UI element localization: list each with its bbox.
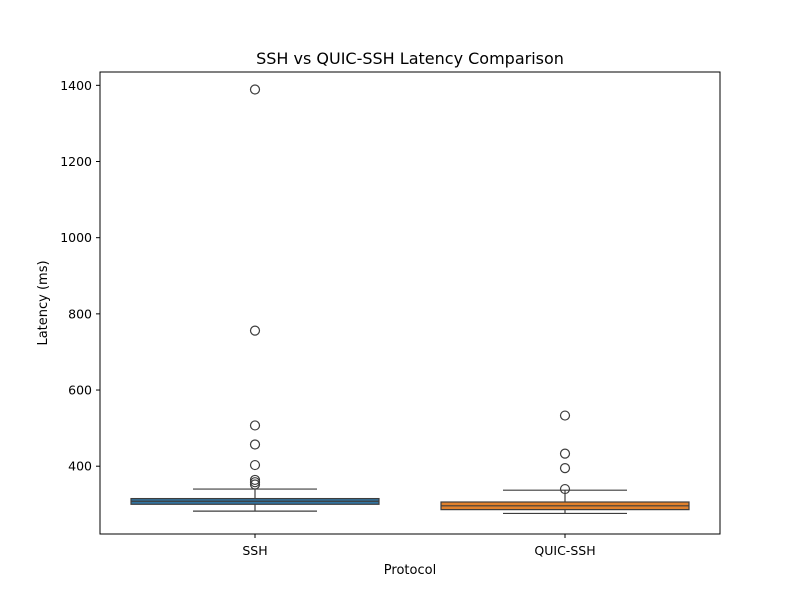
- x-axis-label: Protocol: [384, 563, 436, 578]
- y-tick-label: 600: [68, 383, 92, 398]
- plot-frame: [99, 71, 721, 535]
- y-tick-label: 1200: [60, 154, 92, 169]
- y-tick-label: 1000: [60, 230, 92, 245]
- outlier-point: [249, 439, 261, 450]
- outlier-point: [249, 474, 261, 486]
- outlier-point: [559, 463, 571, 474]
- outlier-point: [559, 410, 571, 421]
- x-tick-label: SSH: [242, 543, 267, 558]
- outlier-point: [249, 459, 261, 471]
- plot-area: 400 600 800 1000 1200 1400 SSH QUIC-SSH: [60, 78, 690, 558]
- outlier-point: [249, 477, 261, 488]
- outlier-point: [249, 84, 261, 95]
- y-tick-label: 1400: [60, 78, 92, 93]
- y-tick-label: 400: [68, 459, 92, 474]
- outlier-point: [249, 420, 261, 431]
- y-tick-label: 800: [68, 306, 92, 321]
- x-tick-label: QUIC-SSH: [534, 543, 595, 558]
- outlier-point: [559, 483, 571, 495]
- outlier-point: [559, 448, 571, 459]
- y-axis-label: Latency (ms): [36, 260, 51, 345]
- chart-title: SSH vs QUIC-SSH Latency Comparison: [256, 49, 564, 68]
- outlier-point: [249, 325, 261, 336]
